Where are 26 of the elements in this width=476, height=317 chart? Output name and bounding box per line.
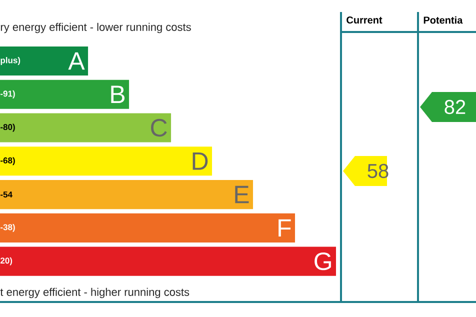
y-tick-label: B xyxy=(111,86,125,103)
annotation: -38) xyxy=(0,224,15,232)
text: t energy efficient - higher running costs xyxy=(0,288,190,298)
bar xyxy=(0,180,254,210)
annotation: plus) xyxy=(0,57,20,65)
annotation: -68) xyxy=(0,157,15,166)
chart-title: ry energy efficient - lower running costs xyxy=(0,22,191,34)
y-tick-label: E xyxy=(235,186,249,204)
category-label: Current xyxy=(346,16,382,24)
y-tick-label: A xyxy=(68,52,85,70)
bar xyxy=(0,80,130,109)
data-label: 82 xyxy=(444,100,466,114)
bar xyxy=(0,46,88,76)
bar xyxy=(0,213,296,242)
y-tick-label: C xyxy=(151,118,167,137)
annotation: -91) xyxy=(0,90,15,98)
category-label: Potentia xyxy=(424,16,463,24)
y-tick-label: G xyxy=(314,252,331,270)
y-tick-label: F xyxy=(278,219,291,237)
bar xyxy=(0,246,336,276)
annotation: -80) xyxy=(0,124,15,132)
bar xyxy=(0,113,172,142)
bar xyxy=(0,146,212,176)
annotation: -54 xyxy=(0,192,12,198)
annotation: 20) xyxy=(0,257,12,266)
y-tick-label: D xyxy=(192,152,208,170)
